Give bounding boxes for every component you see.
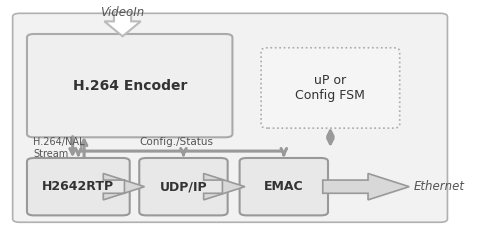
- Text: Ethernet: Ethernet: [414, 180, 465, 193]
- FancyBboxPatch shape: [240, 158, 328, 215]
- Text: Config./Status: Config./Status: [139, 137, 213, 147]
- FancyBboxPatch shape: [27, 34, 232, 137]
- Polygon shape: [104, 12, 141, 36]
- Polygon shape: [103, 173, 144, 200]
- FancyBboxPatch shape: [12, 13, 447, 222]
- FancyBboxPatch shape: [261, 48, 400, 128]
- Text: UDP/IP: UDP/IP: [160, 180, 207, 193]
- Text: EMAC: EMAC: [264, 180, 304, 193]
- Text: H2642RTP: H2642RTP: [42, 180, 114, 193]
- FancyBboxPatch shape: [139, 158, 228, 215]
- Text: VideoIn: VideoIn: [100, 6, 144, 19]
- Polygon shape: [204, 173, 245, 200]
- Polygon shape: [323, 173, 409, 200]
- Text: uP or
Config FSM: uP or Config FSM: [296, 74, 365, 102]
- Text: H.264/NAL
Stream: H.264/NAL Stream: [33, 137, 84, 159]
- Text: H.264 Encoder: H.264 Encoder: [72, 79, 187, 93]
- FancyBboxPatch shape: [27, 158, 130, 215]
